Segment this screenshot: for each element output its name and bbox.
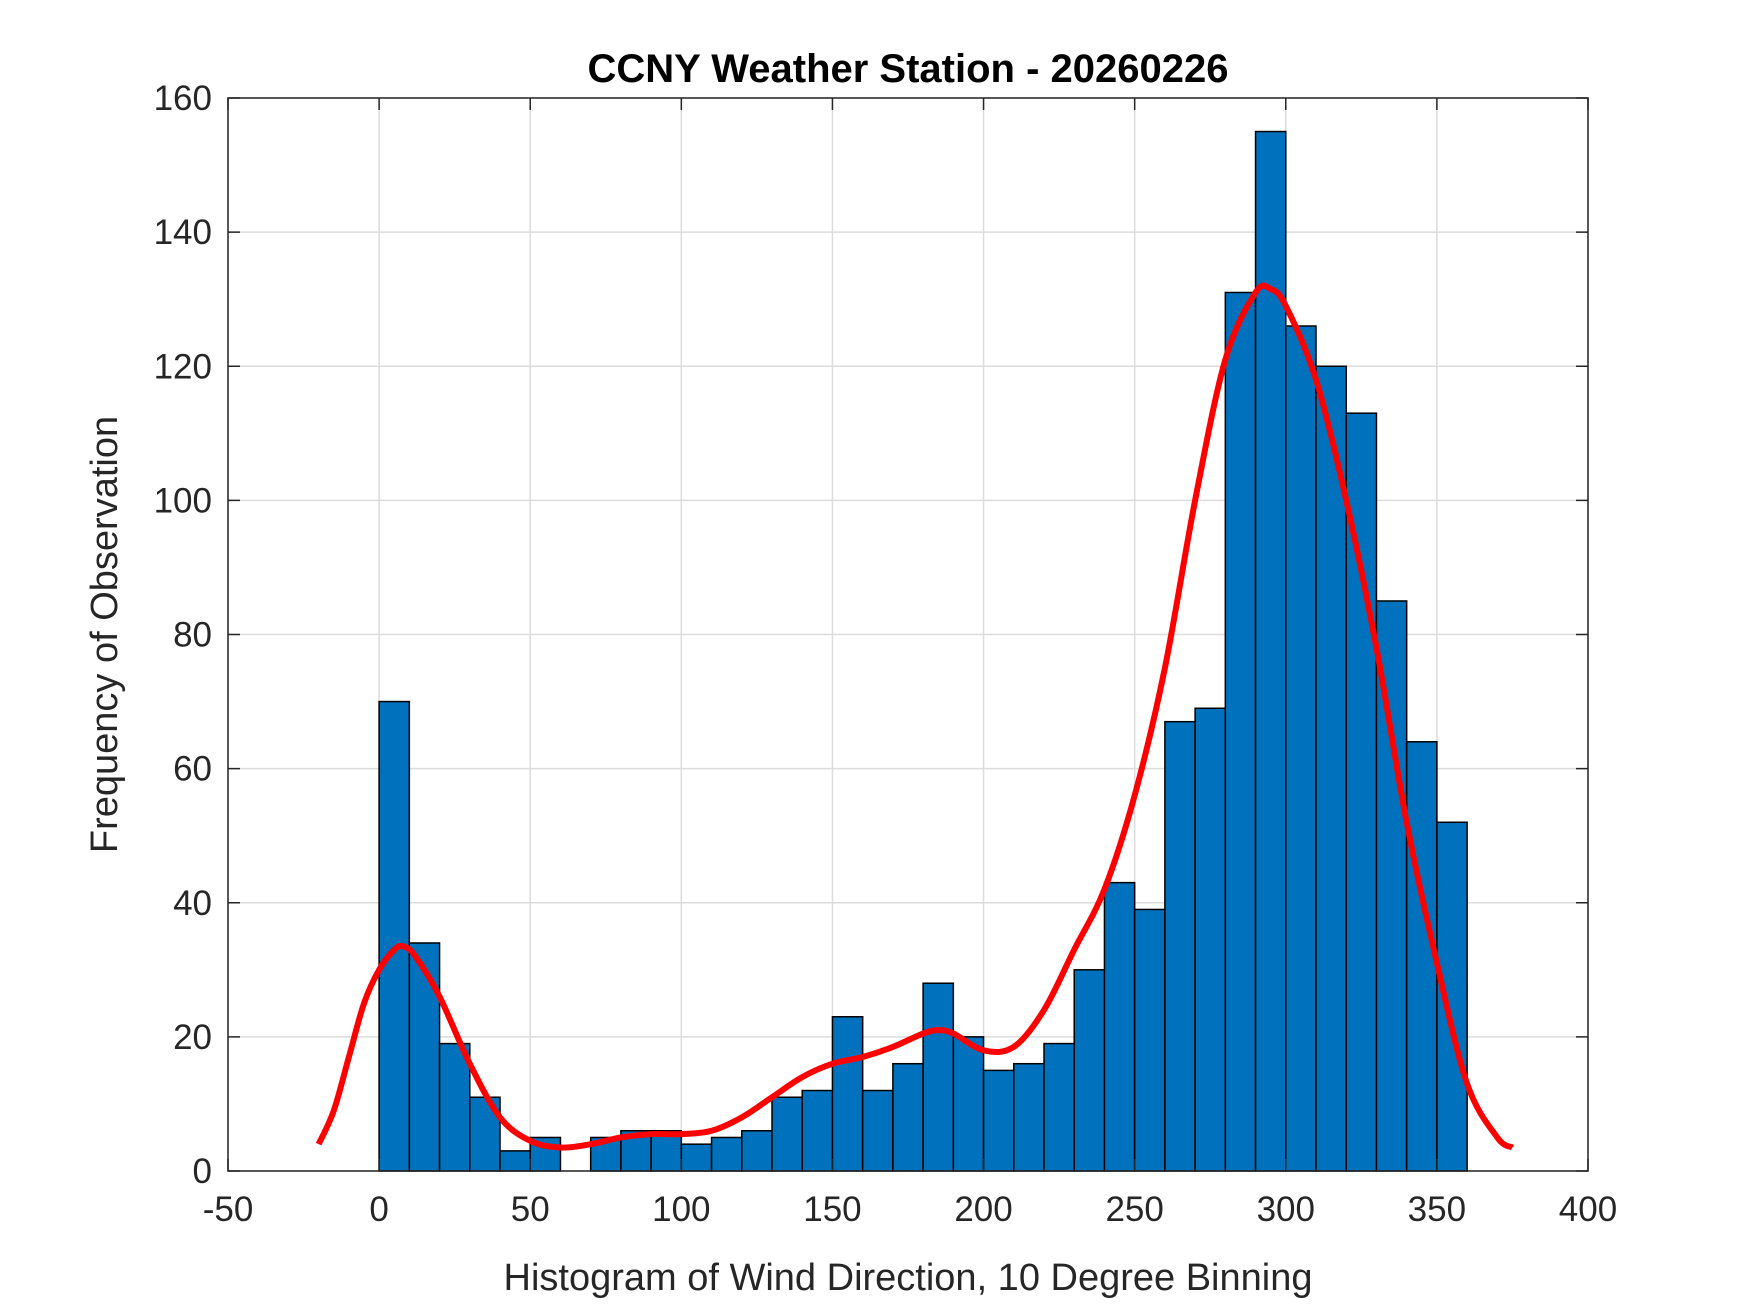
tick-marks	[227, 97, 1589, 1172]
y-tick-label: 80	[173, 616, 212, 655]
histogram-bar	[741, 1130, 773, 1172]
histogram-bar	[680, 1143, 713, 1172]
y-tick-label: 100	[154, 481, 212, 520]
histogram-bar	[831, 1016, 864, 1172]
x-tick-label: 0	[369, 1190, 388, 1229]
y-axis-label: Frequency of Observation	[84, 416, 126, 853]
histogram-bar	[1315, 365, 1347, 1172]
histogram-bar	[1285, 325, 1317, 1172]
density-curve-layer	[315, 282, 1515, 1151]
histogram-bar	[801, 1089, 834, 1172]
x-tick-label: 250	[1105, 1190, 1163, 1229]
histogram-bar	[1194, 707, 1227, 1172]
x-tick-label: -50	[203, 1190, 254, 1229]
y-tick-label: 160	[154, 79, 212, 118]
x-tick-label: 100	[652, 1190, 710, 1229]
x-axis-label: Histogram of Wind Direction, 10 Degree B…	[504, 1257, 1313, 1299]
x-tick-labels: -50 0 50 100 150 200 250 300 350 400	[203, 1190, 1618, 1229]
histogram-bar	[892, 1062, 924, 1172]
histogram-bar	[1224, 291, 1257, 1172]
histogram-bar	[1043, 1042, 1075, 1172]
histogram-bars	[378, 130, 1468, 1172]
histogram-bar	[1073, 969, 1106, 1172]
histogram-bar	[861, 1089, 894, 1172]
histogram-bar	[922, 982, 955, 1172]
density-curve-line	[315, 282, 1515, 1151]
x-tick-label: 300	[1257, 1190, 1315, 1229]
histogram-bar	[378, 700, 411, 1172]
y-tick-label: 0	[193, 1152, 212, 1191]
y-tick-label: 20	[173, 1018, 212, 1057]
histogram-bar	[1133, 908, 1166, 1172]
y-tick-label: 120	[154, 347, 212, 386]
histogram-bar	[1103, 881, 1136, 1172]
x-tick-label: 200	[954, 1190, 1012, 1229]
x-tick-label: 50	[511, 1190, 550, 1229]
chart-title: CCNY Weather Station - 20260226	[588, 47, 1229, 91]
y-tick-labels: 0 20 40 60 80 100 120 140 160	[154, 79, 212, 1191]
histogram-bar	[771, 1096, 803, 1172]
y-tick-label: 60	[173, 750, 212, 789]
histogram-bar	[1375, 600, 1408, 1172]
histogram-bar	[982, 1069, 1015, 1172]
histogram-bar	[1013, 1062, 1045, 1172]
histogram-bar	[438, 1042, 471, 1172]
histogram-bar	[650, 1130, 683, 1172]
y-tick-label: 140	[154, 213, 212, 252]
histogram-bar	[952, 1036, 985, 1172]
x-tick-label: 150	[803, 1190, 861, 1229]
histogram-bar	[408, 942, 441, 1172]
histogram-bar	[499, 1150, 531, 1172]
x-tick-label: 350	[1408, 1190, 1466, 1229]
x-tick-label: 400	[1559, 1190, 1617, 1229]
histogram-bar	[710, 1136, 743, 1172]
histogram-bar	[1164, 720, 1196, 1172]
y-tick-label: 40	[173, 884, 212, 923]
histogram-bar	[1436, 821, 1468, 1172]
